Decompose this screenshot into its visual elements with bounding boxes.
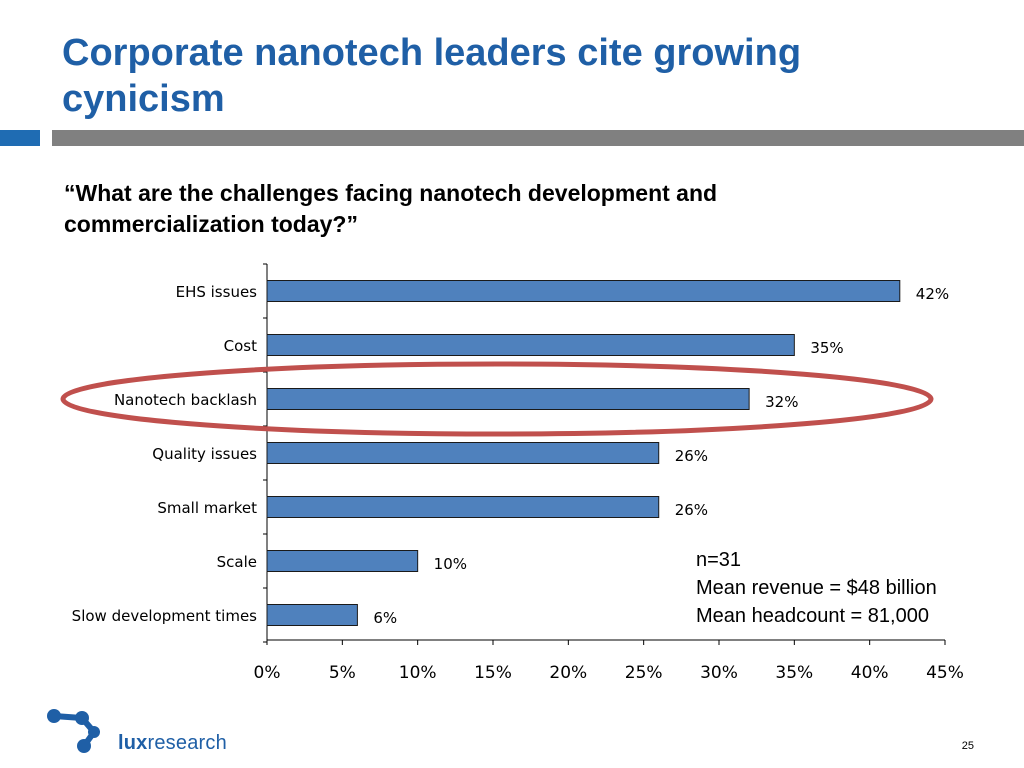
highlight-ellipse [60,361,934,437]
x-tick-label: 0% [254,663,281,683]
title-rule-accent [0,130,40,146]
bar [266,388,750,410]
company-logo-text: luxresearch [118,732,227,754]
bar [266,496,660,518]
bar-chart: 0% 5% 10% 15% 20% 25% 30% 35% 40% 45% EHS issues 42… [60,263,964,683]
x-tick-label: 10% [399,663,437,683]
x-tick-label: 5% [329,663,356,683]
value-label: 10% [434,555,467,573]
value-label: 26% [675,501,708,519]
category-label: Slow development times [72,607,258,625]
category-label: EHS issues [176,283,258,301]
mean-headcount: Mean headcount = 81,000 [696,605,929,627]
category-label: Small market [157,499,257,517]
x-tick-label: 30% [700,663,738,683]
x-tick-label: 40% [851,663,889,683]
value-label: 26% [675,447,708,465]
lux-dots-logo-icon [47,709,100,753]
value-label: 32% [765,393,798,411]
bar [266,334,795,356]
value-label: 42% [916,285,949,303]
category-label: Nanotech backlash [114,391,257,409]
x-tick-label: 20% [549,663,587,683]
category-label: Scale [217,553,257,571]
bar [266,280,901,302]
mean-revenue: Mean revenue = $48 billion [696,577,937,599]
x-tick-label: 15% [474,663,512,683]
slide-title: Corporate nanotech leaders cite growing … [62,32,802,120]
category-label: Cost [224,337,257,355]
category-label: Quality issues [152,445,257,463]
value-label: 35% [810,339,843,357]
title-rule [52,130,1024,146]
bar [266,442,660,464]
sample-size: n=31 [696,549,742,571]
x-tick-label: 35% [775,663,813,683]
bar [266,604,358,626]
page-number: 25 [961,740,974,752]
x-tick-label: 25% [625,663,663,683]
slide-subtitle: “What are the challenges facing nanotech… [64,180,718,237]
bar [266,550,419,572]
x-tick-label: 45% [926,663,964,683]
value-label: 6% [373,609,397,627]
sample-stats: n=31 Mean revenue = $48 billion Mean hea… [696,546,937,630]
